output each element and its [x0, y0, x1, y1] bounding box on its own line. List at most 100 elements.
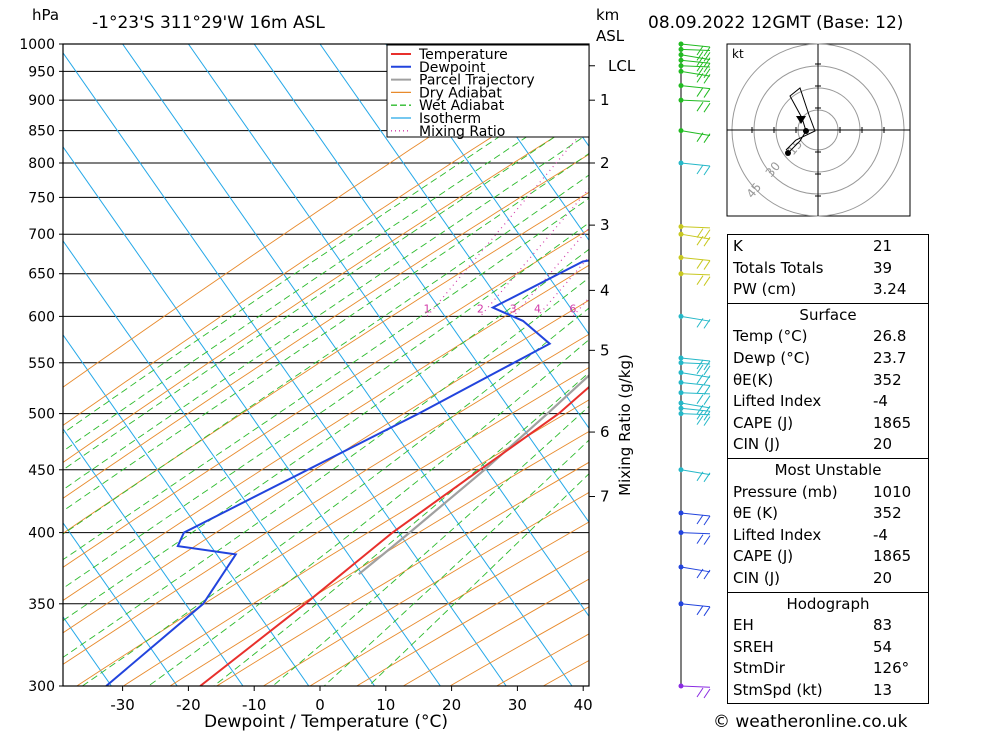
wind-barb-feather [696, 51, 704, 61]
wet-adiabat-line [63, 277, 589, 658]
stmspd-label: StmSpd (kt) [733, 680, 823, 699]
wind-barb-feather [703, 411, 711, 421]
legend-box [386, 44, 590, 138]
legend-item: Wet Adiabat [419, 98, 505, 114]
surface-cin-label: CIN (J) [733, 435, 781, 454]
stmspd-value: 13 [873, 680, 893, 699]
parcel-trajectory-line [358, 373, 589, 576]
km-tick-label: 2 [600, 154, 610, 172]
surface-lifted-row: Lifted Index -4 [728, 391, 928, 413]
hodograph-start-dot [785, 150, 791, 156]
pressure-tick-label: 750 [28, 190, 55, 206]
dry-adiabat-line [63, 114, 589, 463]
km-tick-label: 4 [600, 281, 610, 299]
wind-barb [680, 532, 711, 535]
mixing-ratio-value-label: 3 [510, 302, 517, 315]
km-tick-label: 3 [600, 216, 610, 234]
dry-adiabat-line [63, 228, 589, 568]
most-unstable-section: Most Unstable Pressure (mb) 1010 θE (K) 35… [728, 457, 928, 592]
wind-barb [680, 382, 711, 387]
wet-adiabat-line [63, 197, 589, 561]
lcl-label: LCL [608, 57, 636, 75]
km-tick-label: 5 [600, 341, 610, 359]
surface-thetae-label: θE(K) [733, 370, 774, 389]
isotherm-line [385, 44, 589, 336]
eh-value: 83 [873, 616, 893, 635]
wind-barb-feather [703, 102, 711, 113]
sreh-row: SREH 54 [728, 637, 928, 659]
wind-barb [680, 226, 711, 229]
pressure-tick-label: 1000 [19, 37, 55, 53]
pressure-tick-label: 500 [28, 407, 55, 423]
isotherm-line [319, 44, 589, 430]
pressure-tick-label: 700 [28, 227, 55, 243]
isotherm-line [187, 44, 589, 618]
surface-temp-label: Temp (°C) [733, 327, 808, 346]
isotherm-line [63, 51, 507, 686]
dry-adiabat-line [76, 366, 589, 686]
surface-dewp-value: 23.7 [873, 348, 907, 367]
wind-barb [680, 603, 711, 608]
dry-adiabat-line [63, 74, 589, 426]
wind-barb-feather [703, 276, 711, 286]
wind-barb-feather [696, 164, 704, 175]
isotherm-line [63, 521, 178, 686]
wind-profile [678, 41, 711, 699]
wind-barb-feather [703, 405, 711, 416]
totals-value: 39 [873, 258, 893, 277]
wind-barb [680, 512, 711, 517]
isotherm-line [63, 333, 310, 686]
hodograph-point [803, 128, 809, 134]
mixing-ratio-value-label: 4 [534, 302, 541, 315]
dry-adiabat-line [263, 491, 589, 686]
wind-barb-feather [696, 359, 704, 370]
surface-cin-value: 20 [873, 435, 893, 454]
eh-label: EH [733, 616, 754, 635]
temp-tick-label: -20 [176, 696, 201, 714]
wind-barb-feather [696, 101, 704, 112]
mu-thetae-row: θE (K) 352 [728, 503, 928, 525]
legend-item: Isotherm [419, 111, 481, 127]
k-index-row: K 21 [728, 236, 928, 258]
wind-barb [680, 48, 711, 52]
wind-barb-feather [703, 385, 711, 395]
wind-barb-feather [696, 259, 704, 269]
surface-cape-value: 1865 [873, 413, 912, 432]
surface-dewp-label: Dewp (°C) [733, 348, 811, 367]
legend-item: Parcel Trajectory [419, 73, 535, 89]
wind-barb-feather [696, 132, 704, 142]
dry-adiabat-line [63, 264, 589, 602]
temp-tick-label: 30 [508, 696, 527, 714]
dry-adiabat-line [63, 153, 589, 499]
temp-tick-label: 0 [315, 696, 325, 714]
pressure-tick-label: 450 [28, 463, 55, 479]
surface-cape-row: CAPE (J) 1865 [728, 413, 928, 435]
mixing-ratio-line [512, 227, 589, 317]
wind-barb-feather [696, 394, 704, 404]
surface-title: Surface [799, 305, 857, 324]
wind-barb-feather [696, 471, 704, 482]
wind-barb-feather [703, 360, 711, 371]
plot-frame [62, 43, 590, 687]
pressure-unit-label: hPa [32, 6, 59, 24]
location-title: -1°23'S 311°29'W 16m ASL [92, 13, 325, 33]
wind-barb-feather [703, 319, 711, 329]
copyright-text: © weatheronline.co.uk [713, 712, 908, 732]
mu-pressure-value: 1010 [873, 482, 912, 501]
dry-adiabat-line [63, 333, 589, 665]
indices-table: K 21 Totals Totals 39 PW (cm) 3.24 Surface … [727, 234, 929, 705]
pressure-tick-label: 550 [28, 356, 55, 372]
wind-barb-feather [696, 364, 704, 375]
mu-lifted-row: Lifted Index -4 [728, 525, 928, 547]
wind-barb-feather [703, 133, 711, 143]
k-index-label: K [733, 237, 743, 255]
totals-label: Totals Totals [733, 258, 824, 277]
surface-section: Surface Temp (°C) 26.8 Dewp (°C) 23.7 θE(K… [728, 302, 928, 458]
wind-barb [680, 99, 711, 102]
wind-barb-feather [696, 275, 704, 285]
wind-barb-feather [703, 569, 711, 580]
mixing-ratio-line [426, 123, 589, 317]
pressure-tick-label: 800 [28, 156, 55, 172]
pressure-tick-label: 850 [28, 124, 55, 140]
isotherm-line [63, 427, 244, 686]
